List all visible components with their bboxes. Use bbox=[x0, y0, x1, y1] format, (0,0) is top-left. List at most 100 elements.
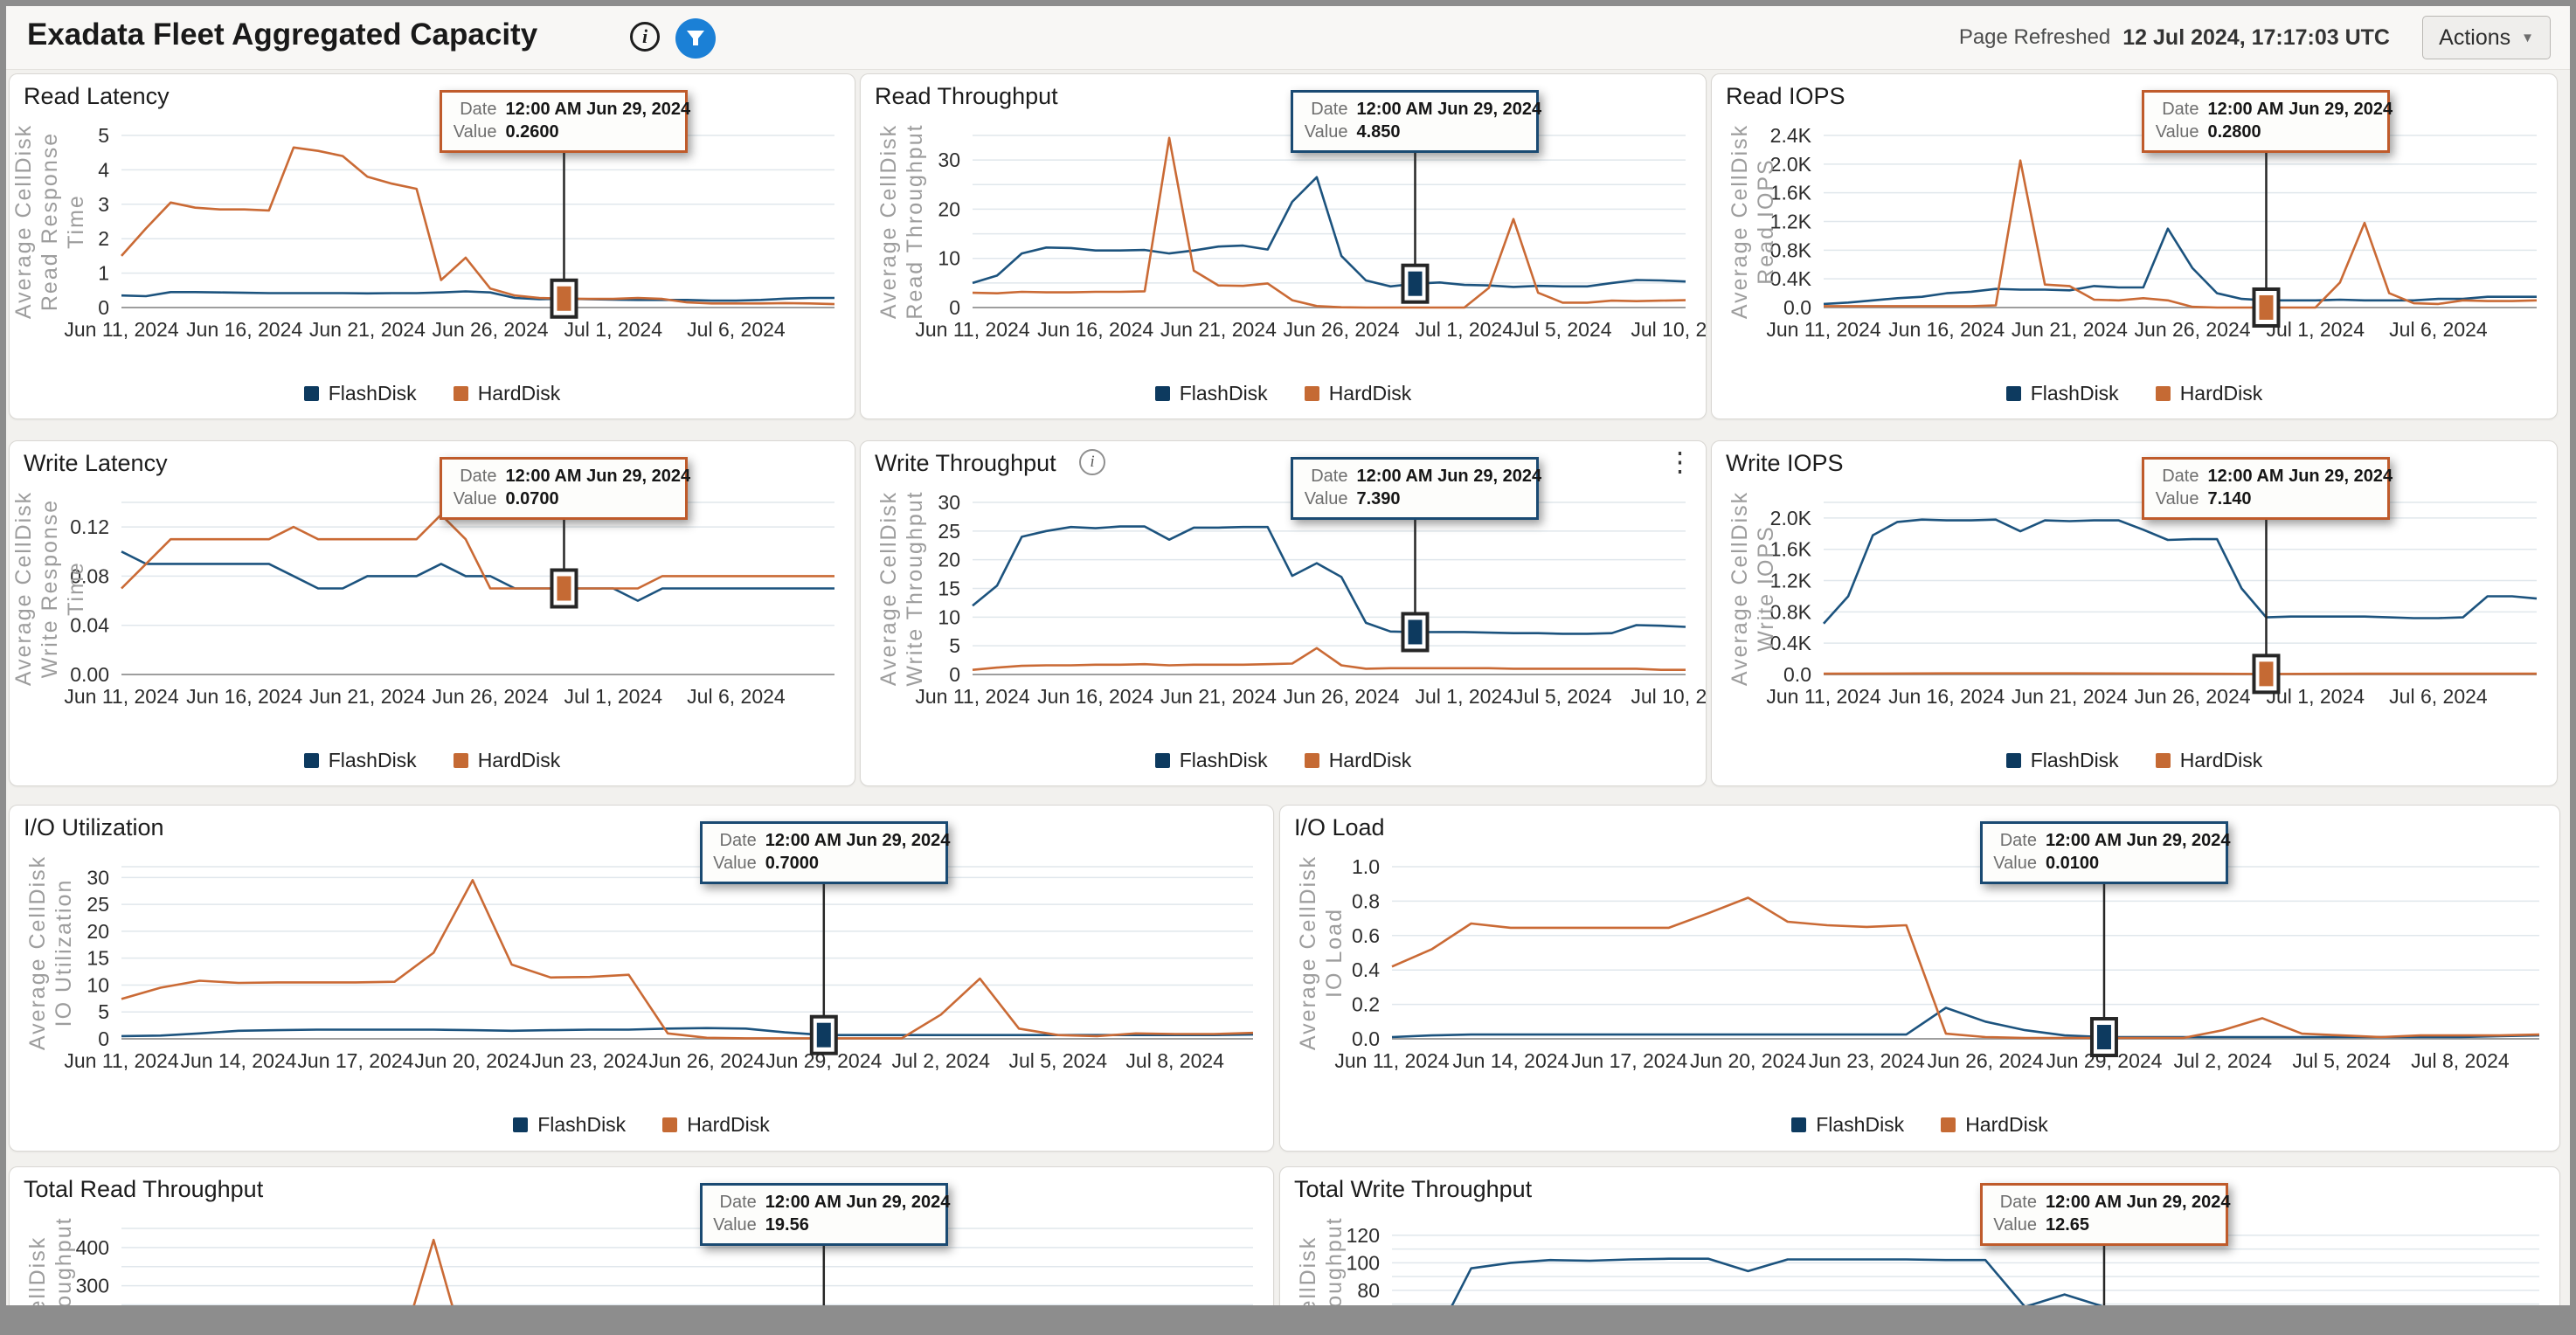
svg-text:Write Response: Write Response bbox=[38, 499, 62, 678]
svg-text:Jun 16, 2024: Jun 16, 2024 bbox=[186, 318, 302, 341]
svg-text:80: 80 bbox=[1357, 1279, 1380, 1302]
legend-flashdisk[interactable]: FlashDisk bbox=[2005, 749, 2119, 772]
svg-text:15: 15 bbox=[87, 947, 109, 970]
svg-text:Jun 23, 2024: Jun 23, 2024 bbox=[531, 1049, 647, 1072]
legend-flashdisk[interactable]: FlashDisk bbox=[1154, 382, 1268, 405]
harddisk-swatch bbox=[1941, 1117, 1956, 1132]
info-icon[interactable]: i bbox=[630, 22, 660, 52]
kebab-menu-icon[interactable]: ⋮ bbox=[1666, 446, 1693, 477]
chart-legend: FlashDisk HardDisk bbox=[10, 749, 855, 772]
read-latency-chart[interactable]: 0 1 2 3 4 5 Average CellDisk Read Response Time J… bbox=[10, 74, 855, 418]
chart-tooltip: Date 12:00 AM Jun 29, 2024 Value 0.0100 bbox=[1979, 821, 2231, 884]
svg-text:4: 4 bbox=[98, 158, 109, 181]
harddisk-swatch bbox=[453, 753, 468, 768]
svg-text:10: 10 bbox=[938, 605, 960, 628]
chart-card-total-read-throughput: Total Read Throughput 100200300400Total … bbox=[9, 1166, 1274, 1305]
legend-harddisk[interactable]: HardDisk bbox=[2155, 382, 2262, 405]
page-refreshed-label: Page Refreshed bbox=[1958, 25, 2111, 49]
svg-text:Jun 11, 2024: Jun 11, 2024 bbox=[1334, 1049, 1450, 1072]
svg-text:15: 15 bbox=[938, 578, 960, 600]
svg-text:Average CellDisk: Average CellDisk bbox=[876, 491, 901, 686]
svg-text:20: 20 bbox=[938, 197, 960, 220]
chart-legend: FlashDisk HardDisk bbox=[861, 749, 1706, 772]
harddisk-swatch bbox=[2155, 386, 2171, 401]
svg-text:Jul 1, 2024: Jul 1, 2024 bbox=[1415, 318, 1513, 341]
legend-harddisk[interactable]: HardDisk bbox=[453, 749, 560, 772]
legend-flashdisk[interactable]: FlashDisk bbox=[2005, 382, 2119, 405]
svg-text:Average CellDisk: Average CellDisk bbox=[25, 855, 50, 1050]
svg-text:0: 0 bbox=[98, 296, 109, 319]
svg-text:0.04: 0.04 bbox=[70, 614, 109, 637]
svg-text:120: 120 bbox=[1347, 1224, 1380, 1247]
io-utilization-chart[interactable]: 0 5 10 15 20 25 30 Average CellDisk IO Utilizati… bbox=[10, 806, 1273, 1151]
svg-text:0.0: 0.0 bbox=[1783, 296, 1811, 319]
svg-text:100: 100 bbox=[1347, 1251, 1380, 1274]
svg-text:Jul 8, 2024: Jul 8, 2024 bbox=[2411, 1049, 2510, 1072]
svg-text:Jul 1, 2024: Jul 1, 2024 bbox=[2266, 685, 2365, 708]
harddisk-swatch bbox=[453, 386, 468, 401]
svg-text:Jul 5, 2024: Jul 5, 2024 bbox=[1513, 685, 1612, 708]
svg-text:Jul 1, 2024: Jul 1, 2024 bbox=[2266, 318, 2365, 341]
flashdisk-swatch bbox=[1154, 386, 1170, 401]
svg-text:Jul 6, 2024: Jul 6, 2024 bbox=[2389, 685, 2488, 708]
legend-flashdisk[interactable]: FlashDisk bbox=[513, 1113, 626, 1137]
svg-text:Time: Time bbox=[64, 561, 88, 616]
legend-flashdisk[interactable]: FlashDisk bbox=[303, 749, 417, 772]
svg-text:Jun 21, 2024: Jun 21, 2024 bbox=[1160, 685, 1277, 708]
svg-text:Jun 20, 2024: Jun 20, 2024 bbox=[1690, 1049, 1806, 1072]
legend-harddisk[interactable]: HardDisk bbox=[1304, 749, 1411, 772]
harddisk-swatch bbox=[662, 1117, 678, 1132]
legend-flashdisk[interactable]: FlashDisk bbox=[303, 382, 417, 405]
legend-harddisk[interactable]: HardDisk bbox=[1304, 382, 1411, 405]
legend-harddisk[interactable]: HardDisk bbox=[662, 1113, 770, 1137]
svg-text:Jun 16, 2024: Jun 16, 2024 bbox=[186, 685, 302, 708]
chart-title: Write Latency bbox=[24, 450, 168, 476]
svg-text:Total CellDisk: Total CellDisk bbox=[1296, 1236, 1320, 1305]
svg-text:Write Throughput: Write Throughput bbox=[1322, 1216, 1347, 1305]
svg-text:5: 5 bbox=[98, 1000, 109, 1023]
read-iops-chart[interactable]: 0.0 0.4K 0.8K 1.2K 1.6K 2.0K 2.4K Average CellD… bbox=[1712, 74, 2557, 418]
svg-text:Jun 21, 2024: Jun 21, 2024 bbox=[309, 318, 426, 341]
chart-tooltip: Date 12:00 AM Jun 29, 2024 Value 0.0700 bbox=[440, 457, 690, 520]
filter-icon[interactable] bbox=[675, 18, 716, 59]
svg-text:Jun 11, 2024: Jun 11, 2024 bbox=[1766, 318, 1881, 341]
chart-title: I/O Load bbox=[1294, 814, 1385, 840]
chart-title: Write IOPS bbox=[1726, 450, 1844, 476]
svg-text:Jul 6, 2024: Jul 6, 2024 bbox=[687, 318, 786, 341]
svg-text:Jul 10, 2024: Jul 10, 2024 bbox=[1631, 318, 1706, 341]
svg-text:1.0: 1.0 bbox=[1352, 855, 1380, 878]
chart-tooltip: Date 12:00 AM Jun 29, 2024 Value 12.65 bbox=[1979, 1183, 2231, 1246]
io-load-chart[interactable]: 0.0 0.2 0.4 0.6 0.8 1.0 Average CellDisk IO Loa… bbox=[1280, 806, 2559, 1151]
svg-text:Jul 10, 2024: Jul 10, 2024 bbox=[1631, 685, 1706, 708]
svg-text:Jun 14, 2024: Jun 14, 2024 bbox=[1452, 1049, 1568, 1072]
svg-text:Jun 11, 2024: Jun 11, 2024 bbox=[64, 1049, 179, 1072]
flashdisk-swatch bbox=[2005, 386, 2021, 401]
svg-text:Read Response: Read Response bbox=[38, 132, 62, 311]
chart-legend: FlashDisk HardDisk bbox=[10, 382, 855, 405]
write-latency-chart[interactable]: 0.00 0.04 0.08 0.12 Average CellDisk Write Re… bbox=[10, 441, 855, 785]
legend-harddisk[interactable]: HardDisk bbox=[2155, 749, 2262, 772]
svg-text:Average CellDisk: Average CellDisk bbox=[11, 491, 36, 686]
flashdisk-swatch bbox=[303, 753, 319, 768]
chart-card-total-write-throughput: Total Write Throughput 020406080100120To… bbox=[1279, 1166, 2560, 1305]
actions-button[interactable]: Actions ▼ bbox=[2422, 16, 2551, 59]
svg-text:30: 30 bbox=[938, 149, 960, 171]
svg-text:Jun 11, 2024: Jun 11, 2024 bbox=[64, 685, 179, 708]
svg-text:Jun 20, 2024: Jun 20, 2024 bbox=[414, 1049, 530, 1072]
legend-harddisk[interactable]: HardDisk bbox=[1941, 1113, 2048, 1137]
page-refreshed: Page Refreshed 12 Jul 2024, 17:17:03 UTC bbox=[1959, 6, 2390, 69]
legend-harddisk[interactable]: HardDisk bbox=[453, 382, 560, 405]
svg-text:0: 0 bbox=[949, 663, 960, 686]
chart-card-write-throughput: Write Throughput i ⋮ 0 5 10 15 20 25 30 Average… bbox=[860, 440, 1707, 786]
svg-text:0.4: 0.4 bbox=[1352, 958, 1380, 981]
info-icon[interactable]: i bbox=[1079, 449, 1105, 475]
legend-flashdisk[interactable]: FlashDisk bbox=[1791, 1113, 1904, 1137]
svg-text:Average CellDisk: Average CellDisk bbox=[1728, 491, 1752, 686]
legend-flashdisk[interactable]: FlashDisk bbox=[1154, 749, 1268, 772]
